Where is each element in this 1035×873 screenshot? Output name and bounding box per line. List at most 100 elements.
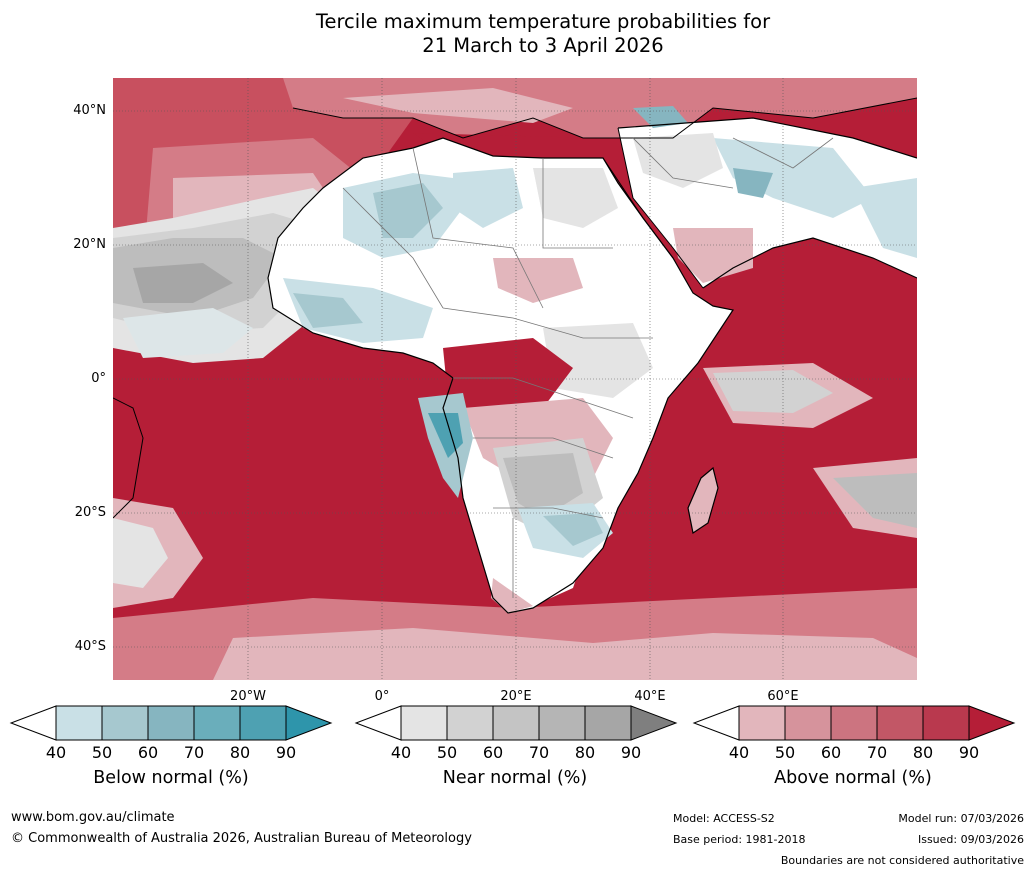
below-tick: 40 bbox=[45, 743, 67, 762]
above-tick: 70 bbox=[866, 743, 888, 762]
border-2 bbox=[412, 147, 544, 309]
base-period-text: Base period: 1981-2018 bbox=[673, 833, 806, 846]
near-bin-3 bbox=[492, 705, 540, 741]
near-tick: 70 bbox=[528, 743, 550, 762]
southern-ocean-pale-band-2 bbox=[213, 628, 917, 680]
below-arrow-left bbox=[9, 705, 57, 741]
border-4 bbox=[442, 307, 653, 339]
near-tick: 60 bbox=[482, 743, 504, 762]
south-africa-white bbox=[508, 548, 583, 606]
gulf-cool-core bbox=[733, 168, 773, 198]
near-tick: 80 bbox=[574, 743, 596, 762]
near-tick: 90 bbox=[620, 743, 642, 762]
red-sea-coastline bbox=[602, 127, 704, 289]
lon-label-0: 0° bbox=[374, 689, 390, 704]
southern-africa-cool-2 bbox=[543, 513, 603, 546]
website-link[interactable]: www.bom.gov.au/climate bbox=[11, 810, 175, 825]
colorbar-near-normal bbox=[354, 705, 678, 741]
below-bin-3 bbox=[147, 705, 195, 741]
near-tick: 40 bbox=[390, 743, 412, 762]
model-run-text: Model run: 07/03/2026 bbox=[898, 812, 1024, 825]
iran-cool-patch bbox=[713, 138, 873, 218]
title-line-1: Tercile maximum temperature probabilitie… bbox=[315, 10, 771, 33]
atlantic-cool-patch bbox=[123, 308, 253, 358]
model-text: Model: ACCESS-S2 bbox=[673, 812, 775, 825]
lon-label-20w: 20°W bbox=[230, 689, 266, 704]
sahara-cool-east bbox=[453, 168, 523, 228]
country-borders bbox=[342, 137, 834, 598]
levant-cool bbox=[633, 106, 688, 128]
issued-text: Issued: 09/03/2026 bbox=[917, 833, 1024, 846]
near-normal-label: Near normal (%) bbox=[442, 768, 588, 788]
madagascar-coastline bbox=[687, 466, 719, 534]
madagascar bbox=[688, 468, 718, 533]
map-svg bbox=[113, 78, 917, 680]
near-bin-1 bbox=[400, 705, 448, 741]
below-tick: 50 bbox=[91, 743, 113, 762]
below-bin-2 bbox=[101, 705, 149, 741]
lon-label-20e: 20°E bbox=[500, 689, 532, 704]
above-bin-2 bbox=[784, 705, 832, 741]
indian-ocean-grey-patch bbox=[713, 370, 833, 413]
disclaimer-text: Boundaries are not considered authoritat… bbox=[780, 854, 1024, 867]
arabia-pale-warm bbox=[673, 228, 753, 283]
below-bin-1 bbox=[55, 705, 103, 741]
copyright-text: © Commonwealth of Australia 2026, Austra… bbox=[11, 831, 472, 846]
near-arrow-right bbox=[630, 705, 678, 741]
border-5 bbox=[453, 377, 634, 419]
above-bin-3 bbox=[830, 705, 878, 741]
atlantic-near-normal-core bbox=[133, 263, 233, 303]
near-bin-5 bbox=[584, 705, 632, 741]
border-7 bbox=[493, 507, 604, 519]
above-arrow-left bbox=[692, 705, 740, 741]
above-tick: 80 bbox=[912, 743, 934, 762]
below-bin-4 bbox=[193, 705, 241, 741]
europe-coastline bbox=[292, 97, 917, 139]
probability-map bbox=[113, 78, 917, 680]
below-tick: 70 bbox=[183, 743, 205, 762]
egypt-near-normal bbox=[533, 168, 618, 228]
border-9 bbox=[632, 137, 734, 189]
arabia-near-normal bbox=[633, 133, 723, 188]
lat-label-equator: 0° bbox=[91, 371, 106, 386]
above-normal-label: Above normal (%) bbox=[774, 768, 932, 788]
west-africa-cool bbox=[293, 293, 363, 328]
above-bin-5 bbox=[922, 705, 970, 741]
below-tick: 90 bbox=[275, 743, 297, 762]
lon-label-40e: 40°E bbox=[634, 689, 666, 704]
lon-label-60e: 60°E bbox=[767, 689, 799, 704]
lat-label-40n: 40°N bbox=[73, 103, 106, 118]
mediterranean-warm bbox=[413, 133, 633, 163]
map-title: Tercile maximum temperature probabilitie… bbox=[0, 10, 1035, 58]
below-tick: 80 bbox=[229, 743, 251, 762]
above-tick: 50 bbox=[774, 743, 796, 762]
colorbar-above-normal bbox=[692, 705, 1016, 741]
above-tick: 60 bbox=[820, 743, 842, 762]
sudan-pale-patch bbox=[493, 258, 583, 303]
lat-label-40s: 40°S bbox=[74, 639, 106, 654]
s-atlantic-grey-patch bbox=[113, 518, 168, 588]
madagascar-east-grey-patch bbox=[833, 473, 917, 528]
above-tick: 90 bbox=[958, 743, 980, 762]
near-arrow-left bbox=[354, 705, 402, 741]
near-bin-4 bbox=[538, 705, 586, 741]
sahara-cool-core bbox=[373, 183, 443, 238]
lat-label-20n: 20°N bbox=[73, 237, 106, 252]
near-bin-2 bbox=[446, 705, 494, 741]
below-normal-label: Below normal (%) bbox=[93, 768, 249, 788]
south-africa-pale-edge bbox=[491, 578, 533, 613]
above-bin-1 bbox=[738, 705, 786, 741]
lat-label-20s: 20°S bbox=[74, 505, 106, 520]
south-america-coastline bbox=[113, 397, 144, 519]
europe-pale bbox=[343, 88, 573, 123]
title-line-2: 21 March to 3 April 2026 bbox=[422, 34, 664, 57]
border-1 bbox=[342, 187, 444, 309]
below-arrow-right bbox=[285, 705, 333, 741]
border-10 bbox=[732, 137, 834, 169]
above-arrow-right bbox=[968, 705, 1016, 741]
border-6 bbox=[473, 437, 614, 459]
above-bin-4 bbox=[876, 705, 924, 741]
east-africa-near-normal bbox=[543, 323, 653, 398]
above-tick: 40 bbox=[728, 743, 750, 762]
india-cool-patch bbox=[853, 178, 917, 258]
